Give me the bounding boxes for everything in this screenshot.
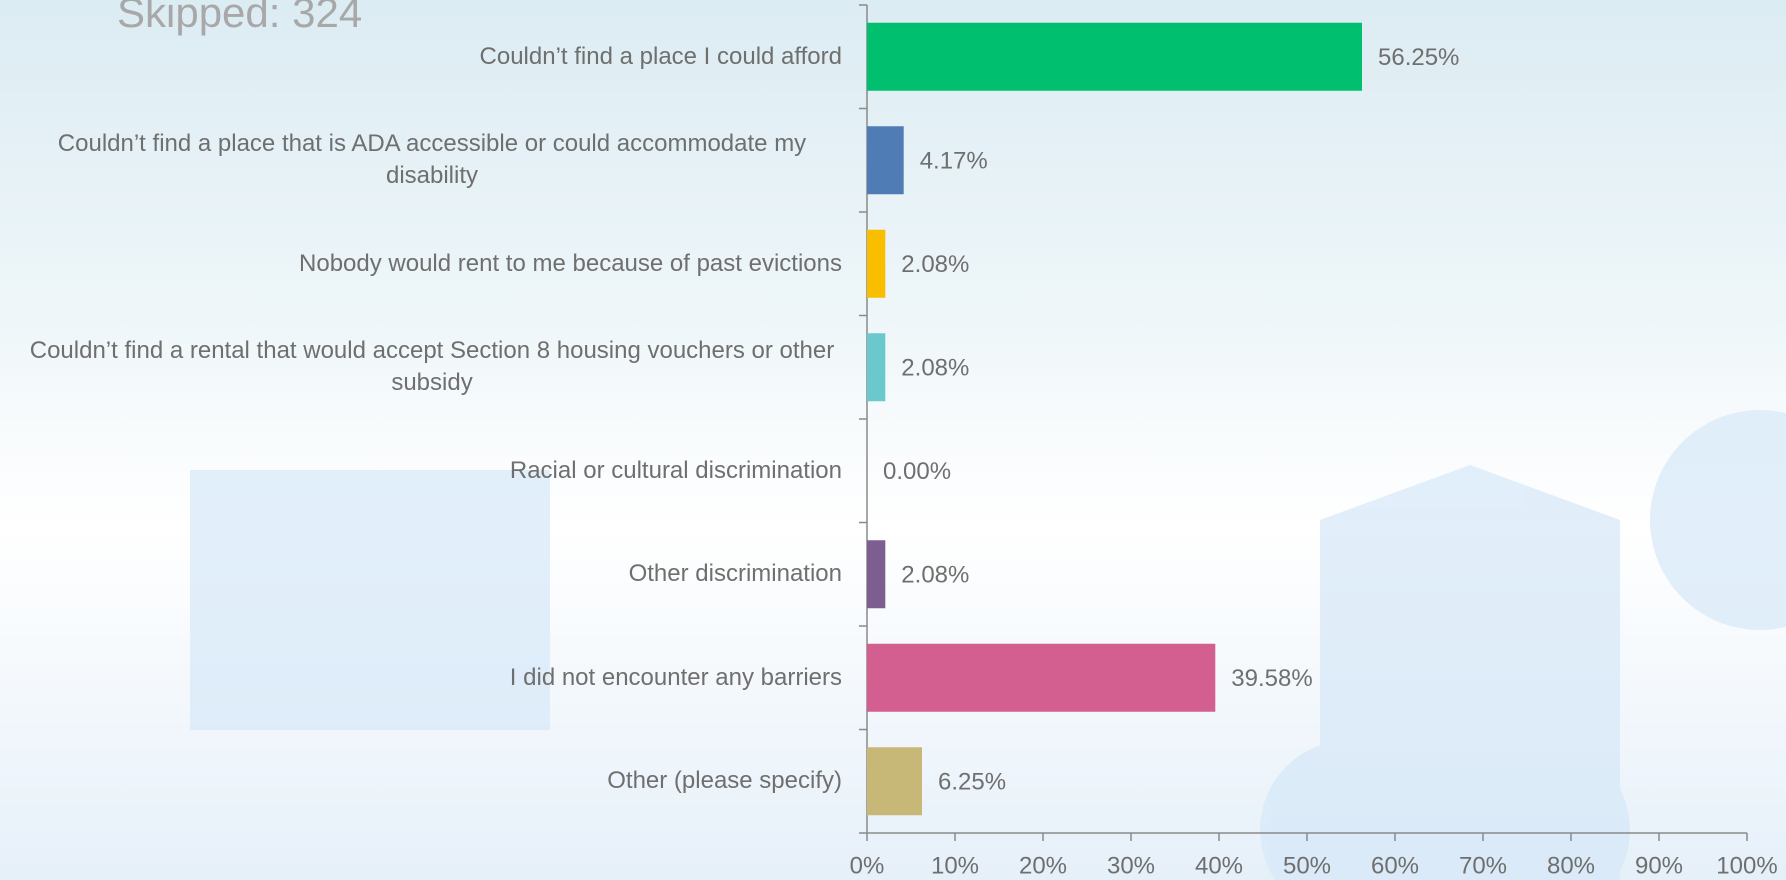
category-label-row: Couldn’t find a rental that would accept… — [2, 335, 842, 399]
bar — [867, 333, 886, 402]
bar — [867, 229, 886, 298]
x-tick-label: 0% — [850, 852, 885, 879]
category-label: Racial or cultural discrimination — [509, 456, 842, 484]
category-label: Other (please specify) — [607, 767, 842, 795]
x-tick-label: 100% — [1716, 852, 1777, 879]
x-tick-label: 80% — [1547, 852, 1595, 879]
bar — [867, 747, 922, 816]
value-label: 56.25% — [1378, 44, 1459, 71]
category-label-row: Couldn’t find a place I could afford — [2, 41, 842, 73]
value-label: 2.08% — [901, 562, 969, 589]
value-label: 6.25% — [938, 769, 1006, 796]
bar — [867, 126, 904, 195]
x-tick-label: 30% — [1107, 852, 1155, 879]
category-label: I did not encounter any barriers — [509, 663, 842, 691]
category-label: Couldn’t find a rental that would accept… — [29, 337, 835, 397]
category-label-row: Racial or cultural discrimination — [2, 455, 842, 487]
x-tick-label: 50% — [1283, 852, 1331, 879]
category-label-row: Other (please specify) — [2, 765, 842, 797]
category-label: Other discrimination — [628, 560, 842, 588]
category-label-row: Other discrimination — [2, 558, 842, 590]
x-tick-label: 40% — [1195, 852, 1243, 879]
bar — [867, 540, 886, 609]
x-tick-label: 70% — [1459, 852, 1507, 879]
x-tick-label: 60% — [1371, 852, 1419, 879]
category-label-row: Couldn’t find a place that is ADA access… — [2, 128, 842, 192]
x-tick-label: 10% — [931, 852, 979, 879]
category-label: Couldn’t find a place that is ADA access… — [57, 130, 807, 190]
bar — [867, 643, 1216, 712]
value-label: 0.00% — [883, 458, 951, 485]
chart-title: Skipped: 324 — [117, 0, 362, 36]
category-label: Nobody would rent to me because of past … — [299, 249, 842, 277]
bar — [867, 22, 1362, 91]
value-label: 2.08% — [901, 355, 969, 382]
background-silhouettes — [190, 410, 1786, 880]
value-label: 2.08% — [901, 251, 969, 278]
x-tick-label: 90% — [1635, 852, 1683, 879]
category-label: Couldn’t find a place I could afford — [479, 42, 842, 70]
x-tick-label: 20% — [1019, 852, 1067, 879]
category-label-row: I did not encounter any barriers — [2, 662, 842, 694]
category-label-row: Nobody would rent to me because of past … — [2, 248, 842, 280]
value-label: 39.58% — [1231, 665, 1312, 692]
value-label: 4.17% — [920, 148, 988, 175]
